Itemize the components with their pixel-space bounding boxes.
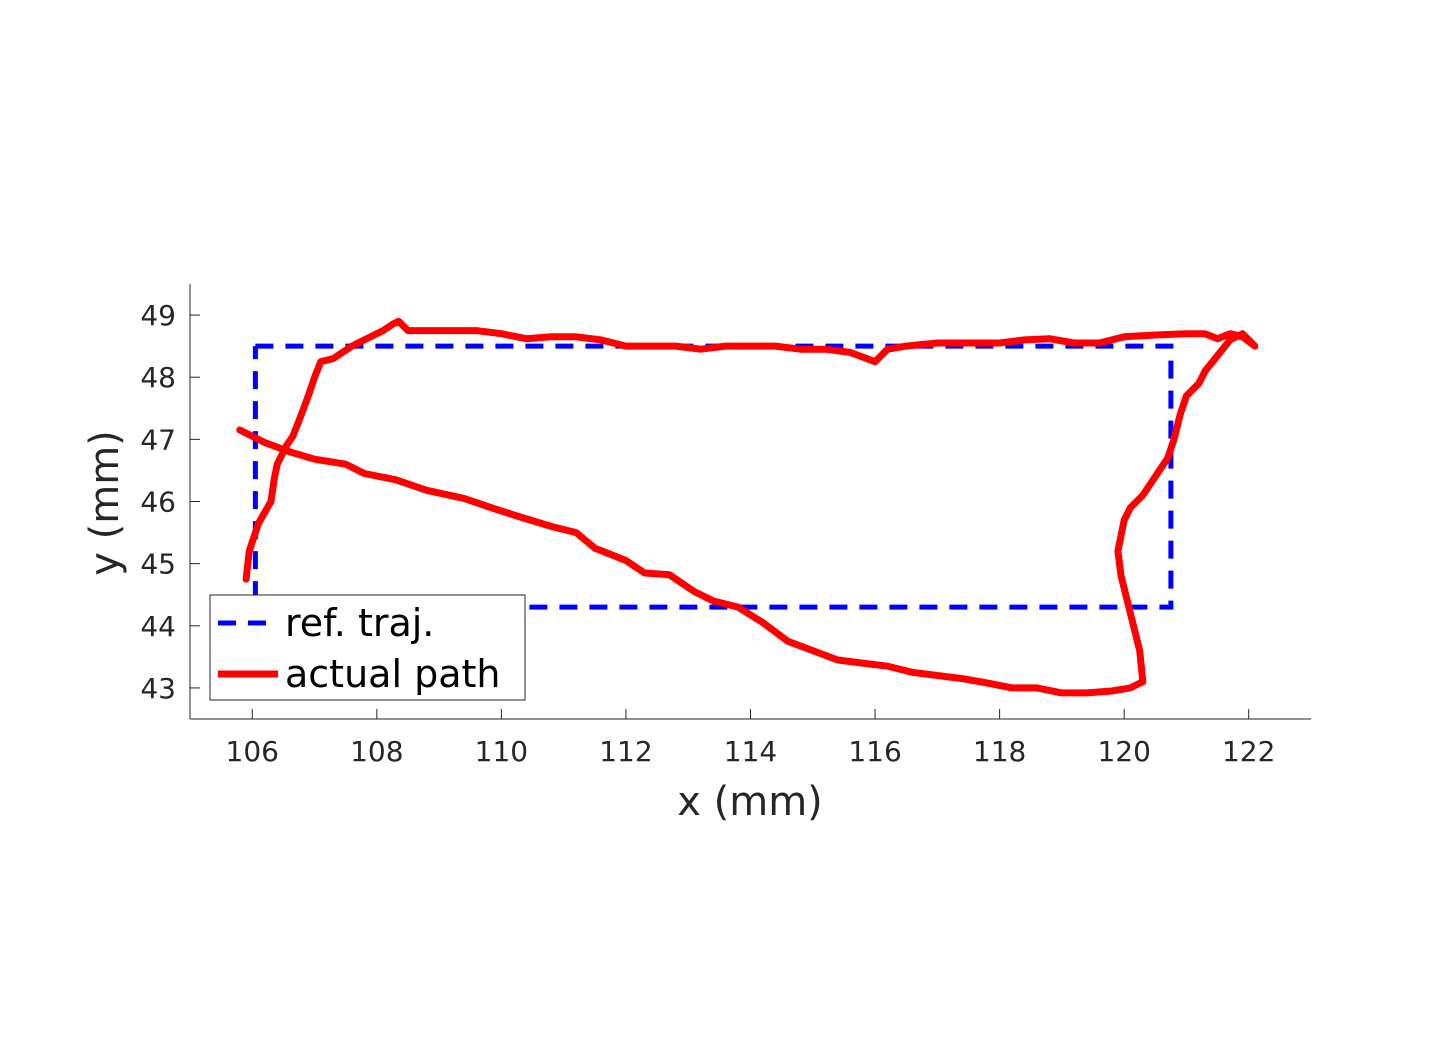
y-tick-label: 47	[140, 423, 176, 456]
x-tick-label: 120	[1097, 735, 1150, 768]
x-tick-label: 122	[1222, 735, 1275, 768]
x-tick-label: 116	[848, 735, 901, 768]
x-tick-label: 114	[724, 735, 777, 768]
y-tick-label: 43	[140, 672, 176, 705]
x-tick-label: 112	[599, 735, 652, 768]
y-tick-label: 48	[140, 361, 176, 394]
y-ticks: 43 44 45 46 47 48 49	[140, 299, 200, 705]
x-tick-label: 106	[226, 735, 279, 768]
series-line-ref-traj	[252, 343, 1174, 610]
x-axis-title: x (mm)	[677, 779, 823, 825]
y-tick-label: 46	[140, 486, 176, 519]
legend-label-actual: actual path	[285, 652, 500, 696]
series-line-actual-path	[236, 317, 1259, 697]
y-axis-title: y (mm)	[82, 430, 128, 576]
legend: ref. traj. actual path	[209, 594, 526, 701]
x-tick-label: 108	[350, 735, 403, 768]
x-ticks: 106 108 110 112 114 116 118 120 122	[226, 709, 1275, 768]
y-tick-label: 45	[140, 548, 176, 581]
plot-area	[236, 317, 1259, 697]
x-tick-label: 110	[475, 735, 528, 768]
legend-label-ref: ref. traj.	[285, 601, 434, 645]
y-tick-label: 49	[140, 299, 176, 332]
x-tick-label: 118	[973, 735, 1026, 768]
legend-box	[209, 594, 526, 701]
y-tick-label: 44	[140, 610, 176, 643]
